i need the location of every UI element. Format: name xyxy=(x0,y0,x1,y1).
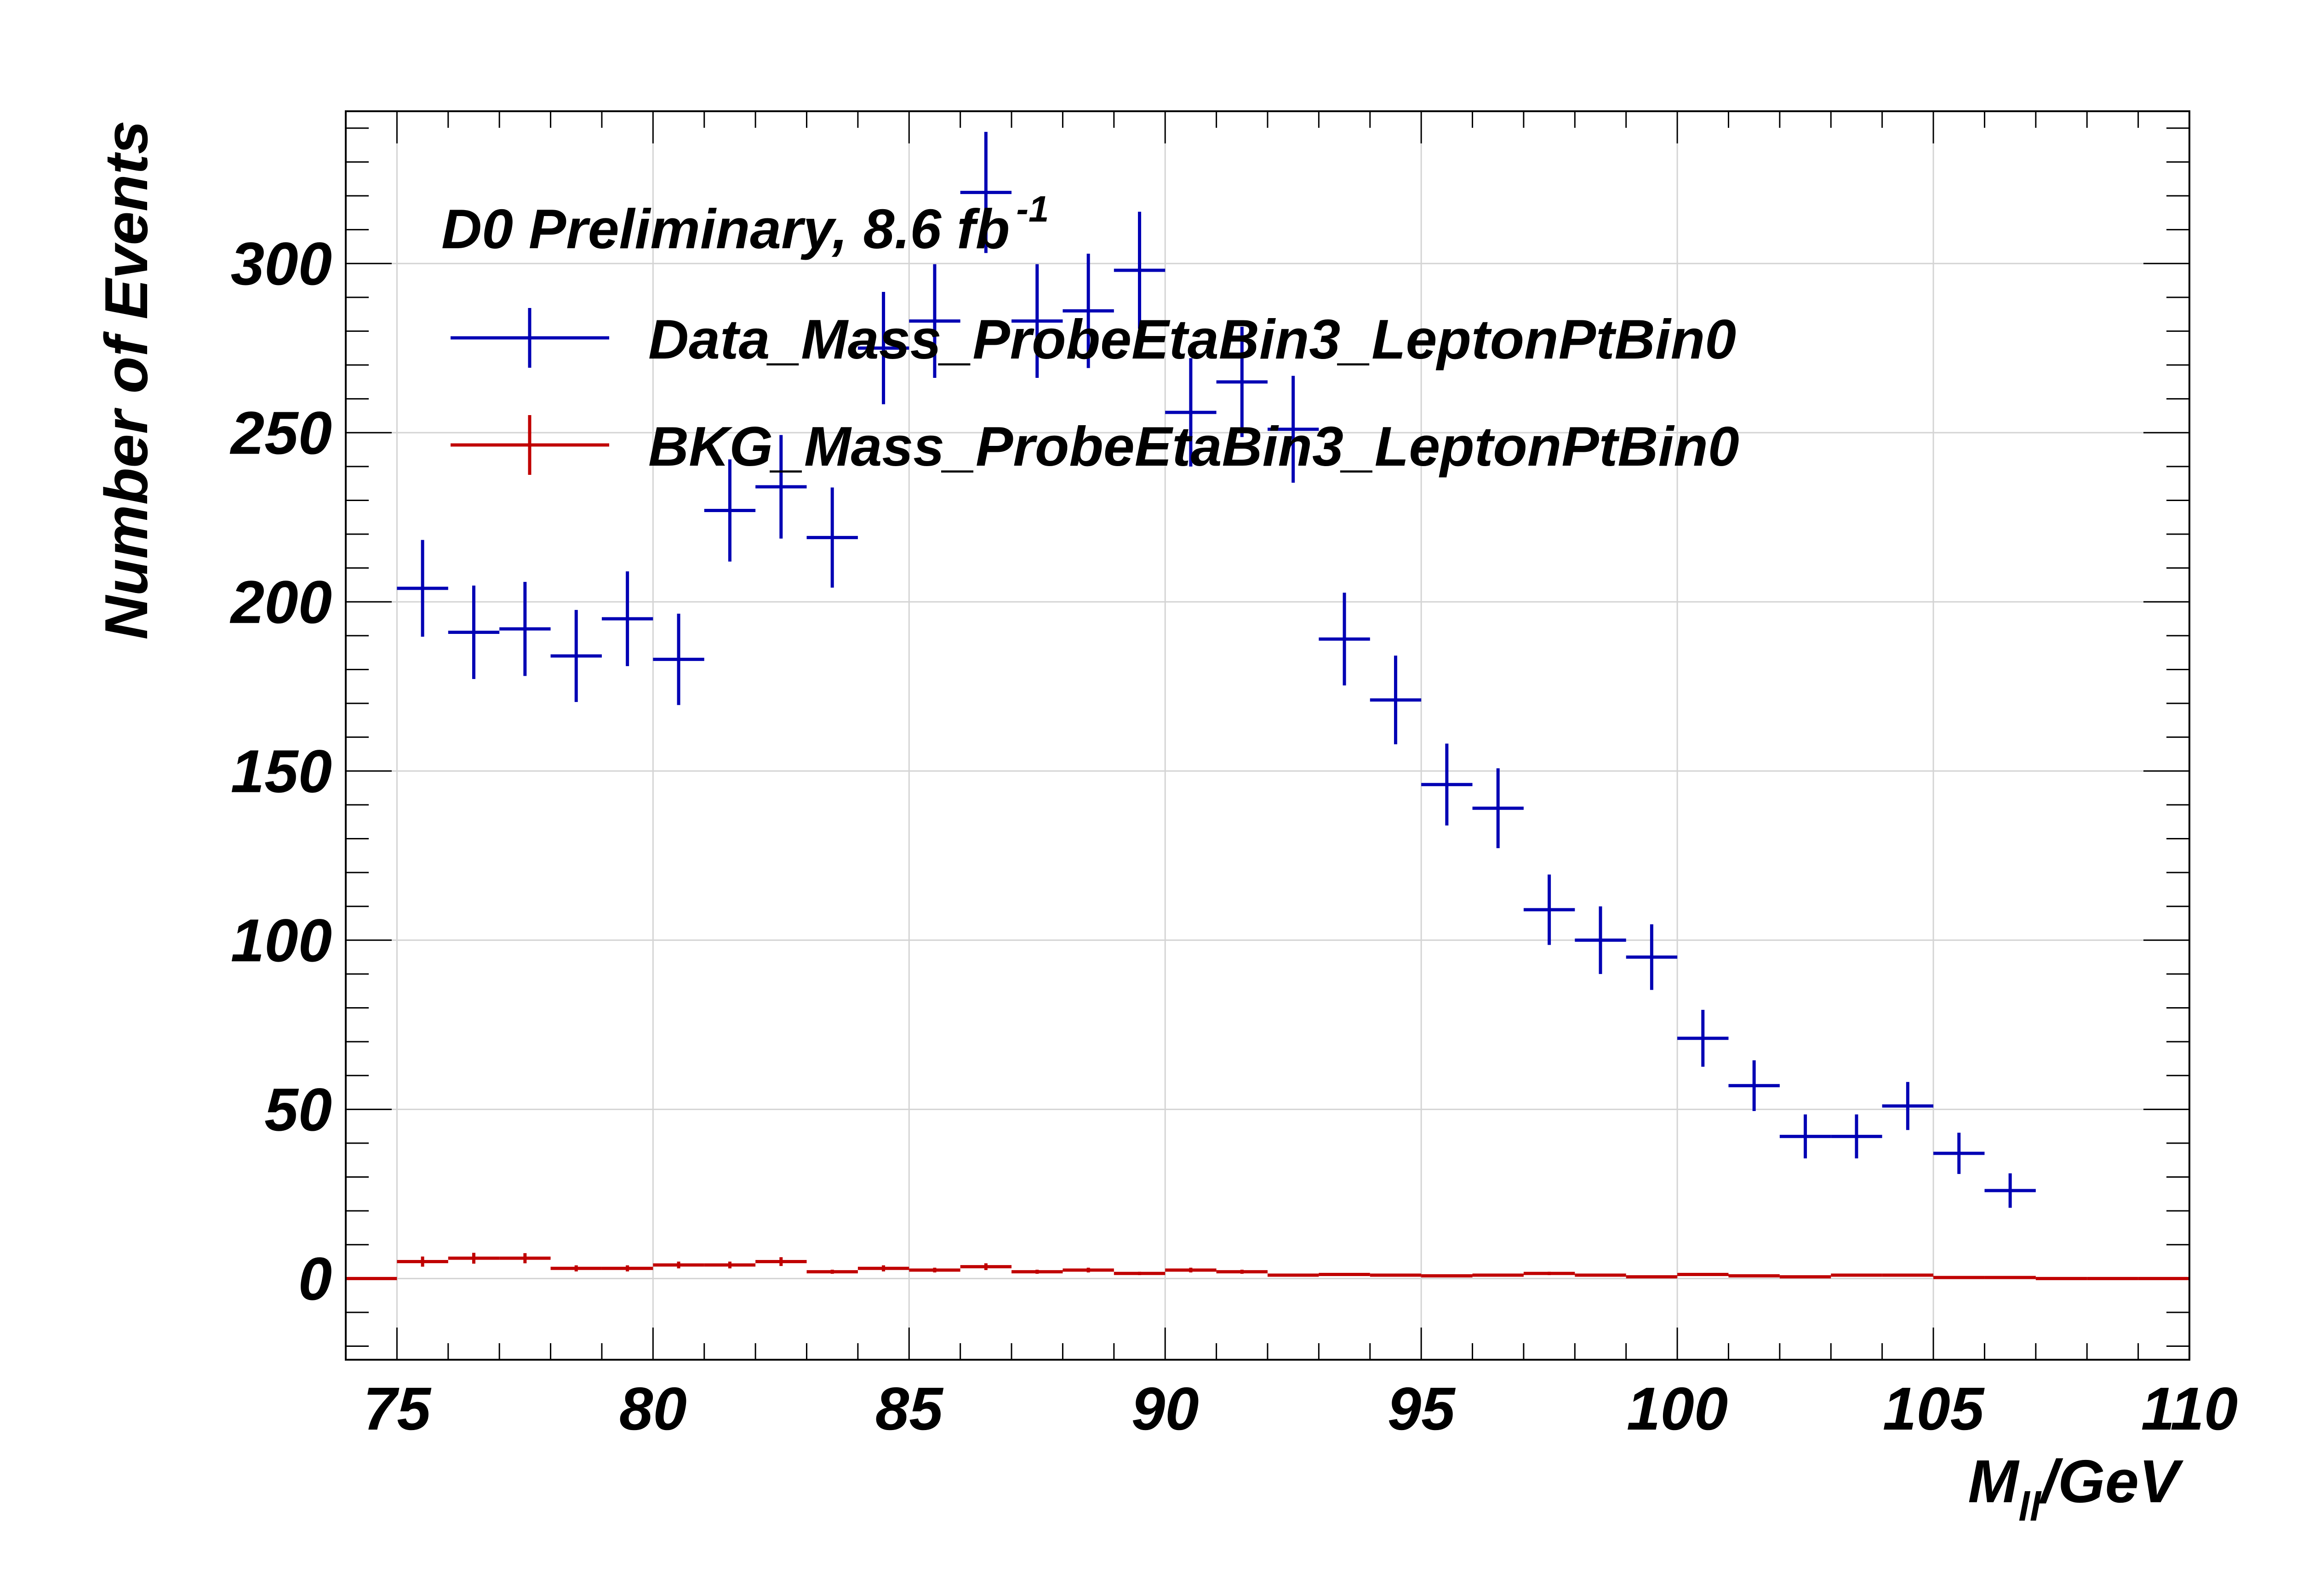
bkg-point xyxy=(1165,1267,1217,1273)
legend: Data_Mass_ProbeEtaBin3_LeptonPtBin0 BKG_… xyxy=(451,308,1739,478)
x-axis-title-suffix: /GeV xyxy=(2039,1448,2184,1515)
data-point xyxy=(1216,326,1268,437)
x-tick-label: 105 xyxy=(1883,1375,1985,1442)
data-point xyxy=(1165,358,1217,467)
data-point xyxy=(1575,906,1626,974)
data-point xyxy=(1831,1114,1882,1159)
series-bkg xyxy=(346,1253,2189,1280)
annotation-text: D0 Preliminary, 8.6 fb xyxy=(441,198,1010,260)
bkg-point xyxy=(1421,1274,1473,1277)
bkg-point xyxy=(1063,1267,1114,1273)
bkg-point xyxy=(960,1263,1012,1270)
data-point xyxy=(1268,376,1319,483)
y-axis-title: Number of Events xyxy=(92,120,160,640)
annotation-label: D0 Preliminary, 8.6 fb -1 xyxy=(441,188,1049,260)
x-tick-label: 80 xyxy=(619,1375,687,1442)
bkg-point xyxy=(1779,1275,1831,1279)
data-point xyxy=(1114,211,1166,329)
data-point xyxy=(653,614,704,705)
bkg-point xyxy=(1626,1275,1678,1279)
bkg-point xyxy=(704,1261,756,1269)
y-tick-label: 250 xyxy=(229,399,332,467)
data-point xyxy=(755,435,807,539)
data-point xyxy=(1677,1009,1729,1067)
bkg-point xyxy=(550,1265,602,1271)
data-point xyxy=(1063,253,1114,368)
data-point xyxy=(397,540,448,637)
y-tick-label: 100 xyxy=(231,906,332,974)
x-tick-label: 85 xyxy=(875,1375,943,1442)
grid xyxy=(346,111,2190,1360)
data-point xyxy=(499,581,551,676)
bkg-point xyxy=(499,1253,551,1264)
data-point xyxy=(1523,874,1575,945)
data-point xyxy=(1882,1082,1934,1130)
x-tick-label: 95 xyxy=(1388,1375,1456,1442)
bkg-point xyxy=(1114,1271,1166,1275)
bkg-point xyxy=(448,1253,500,1264)
bkg-point xyxy=(1011,1270,1063,1274)
data-point xyxy=(1370,656,1422,745)
x-tick-labels: 75 80 85 90 95 100 105 110 xyxy=(363,1375,2238,1442)
bkg-point xyxy=(601,1265,653,1271)
bkg-point xyxy=(1523,1271,1575,1275)
annotation-superscript: -1 xyxy=(1016,188,1049,229)
bkg-point xyxy=(1370,1273,1422,1277)
x-axis-title: Mll/GeV xyxy=(1968,1448,2184,1529)
axis-ticks xyxy=(345,111,2190,1360)
data-point xyxy=(857,292,909,405)
bkg-point xyxy=(1882,1273,1934,1277)
bkg-point xyxy=(1319,1273,1370,1277)
data-point xyxy=(1626,924,1678,990)
y-tick-label: 50 xyxy=(264,1076,332,1143)
bkg-point xyxy=(1728,1274,1780,1277)
data-point xyxy=(1728,1060,1780,1112)
bkg-point xyxy=(806,1270,858,1274)
bkg-point xyxy=(909,1267,960,1273)
data-point xyxy=(1421,743,1473,826)
y-tick-label: 0 xyxy=(298,1245,332,1312)
data-point xyxy=(960,131,1012,253)
data-point xyxy=(909,264,960,378)
data-point xyxy=(1011,264,1063,378)
bkg-point xyxy=(857,1265,909,1271)
bkg-point xyxy=(1575,1273,1626,1277)
x-tick-label: 90 xyxy=(1131,1375,1199,1442)
legend-entry-data: Data_Mass_ProbeEtaBin3_LeptonPtBin0 xyxy=(451,308,1736,370)
x-tick-label: 100 xyxy=(1627,1375,1728,1442)
data-point xyxy=(1933,1133,1985,1174)
data-point xyxy=(448,585,500,679)
data-point xyxy=(1319,593,1370,686)
legend-label-bkg: BKG_Mass_ProbeEtaBin3_LeptonPtBin0 xyxy=(648,415,1739,478)
plot-frame xyxy=(345,110,2190,1361)
bkg-point xyxy=(397,1256,448,1267)
data-point xyxy=(1984,1173,2036,1208)
data-point xyxy=(601,571,653,667)
data-point xyxy=(806,487,858,588)
y-tick-label: 300 xyxy=(231,230,332,297)
data-point xyxy=(1472,768,1524,849)
x-axis-title-subscript: ll xyxy=(2018,1484,2041,1529)
legend-entry-bkg: BKG_Mass_ProbeEtaBin3_LeptonPtBin0 xyxy=(451,415,1739,478)
data-point xyxy=(704,459,756,562)
y-tick-label: 150 xyxy=(231,737,332,805)
bkg-point xyxy=(1472,1273,1524,1277)
y-tick-label: 200 xyxy=(229,568,332,636)
x-tick-label: 75 xyxy=(363,1375,431,1442)
series-data xyxy=(397,131,2036,1208)
y-tick-labels: 0 50 100 150 200 250 300 xyxy=(229,230,332,1312)
bkg-point xyxy=(653,1261,704,1269)
bkg-point xyxy=(1831,1273,1882,1277)
bkg-point xyxy=(1677,1273,1729,1277)
bkg-point xyxy=(755,1257,807,1266)
bkg-point xyxy=(1268,1273,1319,1277)
x-tick-label: 110 xyxy=(2141,1375,2238,1442)
x-axis-title-main: M xyxy=(1968,1448,2020,1515)
data-point xyxy=(1779,1114,1831,1159)
bkg-point xyxy=(1216,1270,1268,1274)
legend-label-data: Data_Mass_ProbeEtaBin3_LeptonPtBin0 xyxy=(648,308,1736,370)
data-point xyxy=(550,610,602,702)
